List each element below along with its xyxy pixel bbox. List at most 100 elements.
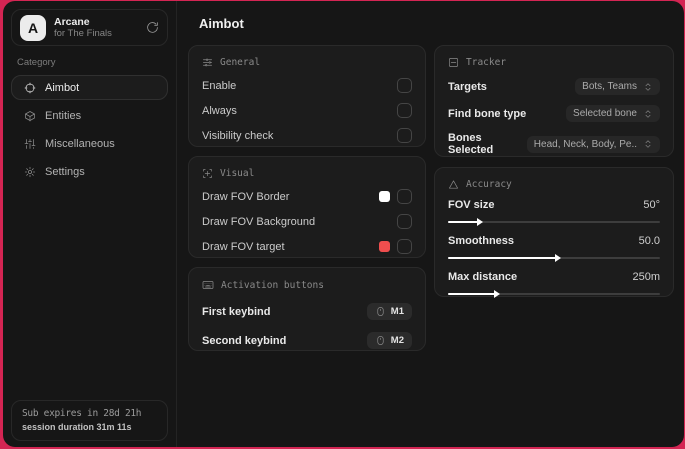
enable-checkbox[interactable] [397,78,412,93]
setting-label: Smoothness [448,235,515,247]
smoothness-value: 50.0 [638,235,660,247]
setting-row-draw-fov-border: Draw FOV Border [202,189,412,204]
slider-track [448,218,660,226]
sidebar-item-label: Entities [45,109,82,122]
crosshair-icon [24,82,36,94]
sidebar-item-label: Settings [45,165,85,178]
app-subtitle: for The Finals [54,28,112,40]
max-distance-slider[interactable] [448,290,660,298]
setting-label: Draw FOV target [202,240,285,253]
setting-row-second-keybind: Second keybind M2 [202,332,412,349]
card-title-text: Activation buttons [221,279,324,291]
brand-card: A Arcane for The Finals [11,9,168,46]
draw-fov-border-checkbox[interactable] [397,189,412,204]
keyboard-icon [202,279,214,291]
setting-row-find-bone-type: Find bone type Selected bone [448,105,660,122]
app-window: A Arcane for The Finals Category [3,1,684,447]
card-title-text: General [220,57,261,68]
fov-border-color-swatch[interactable] [379,191,390,202]
sliders-horizontal-icon [202,57,213,68]
setting-row-draw-fov-target: Draw FOV target [202,239,412,254]
sidebar: A Arcane for The Finals Category [3,1,177,447]
setting-label: Max distance [448,271,518,283]
scan-line-icon [448,57,459,68]
slider-thumb[interactable] [493,290,500,298]
select-value: Head, Neck, Body, Pe.. [533,138,637,150]
session-duration-text: session duration 31m 11s [22,422,132,432]
sidebar-item-miscellaneous[interactable]: Miscellaneous [11,131,168,156]
sidebar-item-settings[interactable]: Settings [11,159,168,184]
fov-target-color-swatch[interactable] [379,241,390,252]
slider-track [448,254,660,262]
slider-track [448,290,660,298]
setting-label: Enable [202,79,237,92]
slider-thumb[interactable] [555,254,562,262]
sidebar-nav: Aimbot Entities Miscella [3,75,176,184]
bones-selected-select[interactable]: Head, Neck, Body, Pe.. [526,135,660,153]
setting-label: Always [202,104,237,117]
card-title-text: Visual [220,168,255,179]
targets-select[interactable]: Bots, Teams [575,78,660,95]
slider-thumb[interactable] [476,218,483,226]
setting-row-visibility-check: Visibility check [202,128,412,143]
gear-icon [24,166,36,178]
setting-label: Visibility check [202,129,274,142]
accuracy-card-header: Accuracy [448,179,660,190]
accuracy-card: Accuracy FOV size 50° Smoothness [434,167,674,298]
app-logo: A [20,14,46,41]
category-label: Category [17,57,56,68]
always-checkbox[interactable] [397,103,412,118]
card-title-text: Tracker [466,57,507,68]
keybind-value: M1 [390,306,404,317]
second-keybind-button[interactable]: M2 [366,332,412,349]
sidebar-item-entities[interactable]: Entities [11,103,168,128]
subscription-status: Sub expires in 28d 21h session duration … [11,400,168,441]
slider-fill [448,254,562,262]
setting-row-enable: Enable [202,78,412,93]
general-card: General Enable Always Visibility check [188,45,426,147]
slider-fill [448,218,483,226]
mouse-icon [375,306,386,317]
setting-row-draw-fov-background: Draw FOV Background [202,214,412,229]
tracker-card: Tracker Targets Bots, Teams Find bone ty… [434,45,674,157]
visibility-check-checkbox[interactable] [397,128,412,143]
setting-label: Draw FOV Background [202,215,316,228]
cube-icon [24,110,36,122]
sidebar-item-label: Miscellaneous [45,137,115,150]
find-bone-type-select[interactable]: Selected bone [566,105,660,122]
sliders-vertical-icon [24,138,36,150]
card-title-text: Accuracy [466,179,512,190]
max-distance-value: 250m [632,271,660,283]
setting-label: Draw FOV Border [202,190,290,203]
select-value: Bots, Teams [582,81,637,92]
sidebar-item-label: Aimbot [45,81,80,94]
smoothness-slider[interactable] [448,254,660,262]
first-keybind-button[interactable]: M1 [366,303,412,320]
setting-label: Find bone type [448,107,527,120]
focus-icon [202,168,213,179]
chevrons-up-down-icon [643,139,653,149]
draw-fov-background-checkbox[interactable] [397,214,412,229]
tracker-card-header: Tracker [448,57,660,68]
sidebar-item-aimbot[interactable]: Aimbot [11,75,168,100]
sub-expires-text: Sub expires in 28d 21h [22,408,142,419]
visual-card-header: Visual [202,168,412,179]
draw-fov-target-checkbox[interactable] [397,239,412,254]
page-title: Aimbot [199,16,244,31]
setting-row-always: Always [202,103,412,118]
setting-label: Targets [448,80,487,93]
fov-size-value: 50° [643,199,660,211]
activation-buttons-card: Activation buttons First keybind M1 Seco… [188,267,426,351]
setting-row-first-keybind: First keybind M1 [202,303,412,320]
activation-card-header: Activation buttons [202,279,412,291]
setting-row-targets: Targets Bots, Teams [448,78,660,95]
setting-row-bones-selected: Bones Selected Head, Neck, Body, Pe.. [448,132,660,156]
chevrons-up-down-icon [643,109,653,119]
app-name: Arcane [54,15,90,28]
visual-card: Visual Draw FOV Border Draw FOV Backgrou… [188,156,426,258]
fov-size-slider[interactable] [448,218,660,226]
slider-fill [448,290,500,298]
chevrons-up-down-icon [643,82,653,92]
refresh-icon[interactable] [146,21,159,34]
setting-row-max-distance: Max distance 250m [448,271,660,298]
